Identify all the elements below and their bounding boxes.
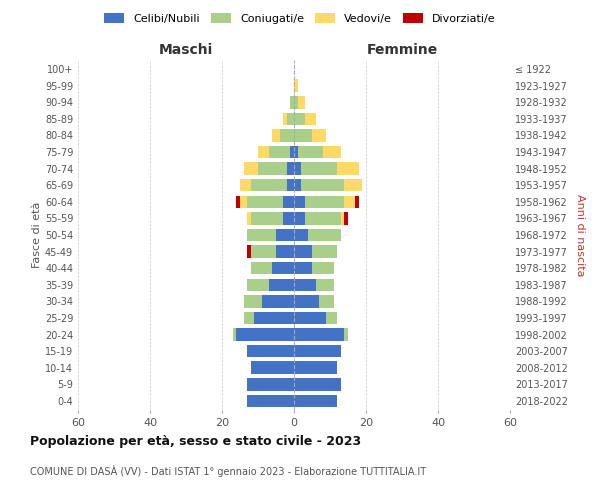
Bar	[294, 146, 298, 158]
Bar	[337, 162, 359, 175]
Bar	[294, 196, 305, 208]
Bar	[240, 196, 247, 208]
Bar	[294, 229, 308, 241]
Y-axis label: Fasce di età: Fasce di età	[32, 202, 42, 268]
Bar	[294, 96, 298, 108]
Bar	[305, 196, 344, 208]
Bar	[316, 278, 334, 291]
Bar	[344, 212, 348, 224]
Bar	[254, 312, 294, 324]
Legend: Celibi/Nubili, Coniugati/e, Vedovi/e, Divorziati/e: Celibi/Nubili, Coniugati/e, Vedovi/e, Di…	[104, 13, 496, 24]
Bar	[290, 96, 294, 108]
Bar	[287, 179, 294, 192]
Bar	[269, 146, 290, 158]
Bar	[298, 146, 323, 158]
Bar	[294, 278, 316, 291]
Bar	[236, 328, 294, 340]
Text: Popolazione per età, sesso e stato civile - 2023: Popolazione per età, sesso e stato civil…	[30, 435, 361, 448]
Bar	[301, 179, 344, 192]
Bar	[344, 328, 348, 340]
Bar	[251, 246, 276, 258]
Bar	[283, 212, 294, 224]
Bar	[301, 162, 337, 175]
Text: Femmine: Femmine	[367, 42, 437, 56]
Bar	[294, 179, 301, 192]
Bar	[312, 262, 334, 274]
Bar	[247, 229, 276, 241]
Bar	[294, 345, 341, 358]
Bar	[294, 112, 305, 125]
Bar	[355, 196, 359, 208]
Bar	[287, 112, 294, 125]
Bar	[251, 212, 283, 224]
Bar	[294, 262, 312, 274]
Bar	[244, 312, 254, 324]
Bar	[312, 130, 326, 141]
Bar	[305, 212, 341, 224]
Bar	[258, 146, 269, 158]
Bar	[344, 179, 362, 192]
Bar	[294, 162, 301, 175]
Bar	[269, 278, 294, 291]
Bar	[294, 362, 337, 374]
Text: COMUNE DI DASÀ (VV) - Dati ISTAT 1° gennaio 2023 - Elaborazione TUTTITALIA.IT: COMUNE DI DASÀ (VV) - Dati ISTAT 1° genn…	[30, 465, 426, 477]
Bar	[233, 328, 236, 340]
Bar	[294, 394, 337, 407]
Bar	[258, 162, 287, 175]
Bar	[251, 262, 272, 274]
Bar	[323, 146, 341, 158]
Bar	[247, 196, 283, 208]
Bar	[344, 196, 355, 208]
Bar	[240, 179, 251, 192]
Y-axis label: Anni di nascita: Anni di nascita	[575, 194, 584, 276]
Bar	[262, 295, 294, 308]
Bar	[294, 295, 319, 308]
Bar	[319, 295, 334, 308]
Bar	[236, 196, 240, 208]
Bar	[251, 362, 294, 374]
Bar	[326, 312, 337, 324]
Bar	[294, 246, 312, 258]
Bar	[283, 196, 294, 208]
Bar	[287, 162, 294, 175]
Bar	[341, 212, 344, 224]
Bar	[247, 212, 251, 224]
Bar	[298, 96, 305, 108]
Bar	[247, 378, 294, 390]
Bar	[276, 246, 294, 258]
Bar	[247, 345, 294, 358]
Bar	[247, 394, 294, 407]
Bar	[272, 262, 294, 274]
Bar	[251, 179, 287, 192]
Bar	[247, 278, 269, 291]
Bar	[247, 246, 251, 258]
Bar	[276, 229, 294, 241]
Bar	[294, 212, 305, 224]
Bar	[290, 146, 294, 158]
Bar	[244, 162, 258, 175]
Bar	[308, 229, 341, 241]
Bar	[294, 378, 341, 390]
Bar	[294, 328, 344, 340]
Text: Maschi: Maschi	[159, 42, 213, 56]
Bar	[280, 130, 294, 141]
Bar	[283, 112, 287, 125]
Bar	[294, 80, 298, 92]
Bar	[294, 130, 312, 141]
Bar	[305, 112, 316, 125]
Bar	[244, 295, 262, 308]
Bar	[272, 130, 280, 141]
Bar	[294, 312, 326, 324]
Bar	[312, 246, 337, 258]
